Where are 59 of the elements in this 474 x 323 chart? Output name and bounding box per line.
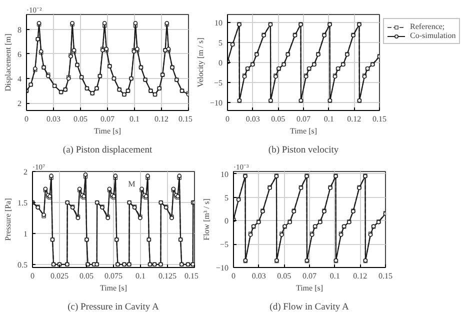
x-tick-label: 0.1 bbox=[324, 114, 334, 124]
y-tick-label: 5 bbox=[218, 38, 222, 48]
y-tick-label: 0 bbox=[224, 216, 228, 226]
y-tick-label: −5 bbox=[220, 240, 229, 250]
y-tick-label: 0.5 bbox=[18, 260, 28, 270]
y-tick-label: −5 bbox=[214, 78, 223, 88]
x-tick-label: 0 bbox=[232, 272, 236, 280]
legend-label: Co-simulation bbox=[410, 31, 456, 40]
y-axis-title: Flow [m³ / s] bbox=[202, 198, 211, 240]
y-tick-label: 0 bbox=[218, 58, 222, 68]
x-axis-title: Time [s] bbox=[94, 126, 122, 136]
x-tick-label: 0.05 bbox=[277, 272, 292, 280]
x-tick-label: 0.1 bbox=[136, 272, 146, 280]
x-tick-label: 0 bbox=[30, 272, 34, 280]
x-tick-label: 0.125 bbox=[158, 272, 176, 280]
x-tick-label: 0.03 bbox=[46, 114, 60, 124]
y-tick-label: 1 bbox=[24, 229, 28, 238]
x-tick-label: 0.12 bbox=[154, 114, 168, 124]
y-tick-label: 10 bbox=[220, 170, 228, 179]
x-tick-label: 0.05 bbox=[271, 114, 286, 124]
x-axis-title: Time [s] bbox=[100, 284, 128, 292]
y-tick-label: 4 bbox=[18, 74, 22, 84]
y-tick-label: −10 bbox=[210, 98, 223, 108]
y-axis-title: Velocity [m / s] bbox=[196, 37, 205, 88]
text: (c) Pressure in Cavity A bbox=[68, 302, 160, 312]
y-axis-title: Pressure [Pa] bbox=[4, 198, 12, 241]
text: (a) Piston displacement bbox=[62, 146, 152, 156]
x-tick-label: 0.12 bbox=[347, 114, 362, 124]
y-tick-label: 8 bbox=[18, 25, 22, 34]
y-axis-title: Displacement [m] bbox=[4, 33, 12, 92]
x-tick-label: 0.07 bbox=[296, 114, 310, 124]
x-axis-title: Time [s] bbox=[296, 284, 324, 292]
x-tick-label: 0.07 bbox=[302, 272, 316, 280]
legend-label: Reference; bbox=[410, 22, 445, 31]
x-tick-label: 0.07 bbox=[100, 114, 114, 124]
x-tick-label: 0.1 bbox=[130, 114, 140, 124]
text: (d) Flow in Cavity A bbox=[270, 302, 349, 312]
x-tick-label: 0.03 bbox=[252, 272, 266, 280]
x-tick-label: 0.15 bbox=[184, 272, 198, 280]
y-tick-label: 2 bbox=[18, 99, 22, 108]
y-tick-label: 6 bbox=[18, 50, 22, 59]
x-axis-title: Time [s] bbox=[290, 126, 318, 136]
x-tick-label: 0.075 bbox=[104, 272, 122, 280]
x-tick-label: 0.05 bbox=[80, 272, 94, 280]
x-tick-label: 0.03 bbox=[246, 114, 260, 124]
x-tick-label: 0.05 bbox=[74, 114, 88, 124]
x-tick-label: 0.025 bbox=[50, 272, 68, 280]
x-tick-label: 0.1 bbox=[330, 272, 340, 280]
y-tick-label: 10 bbox=[214, 18, 222, 28]
annotation: M bbox=[128, 179, 136, 188]
text: (b) Piston velocity bbox=[268, 146, 339, 156]
x-tick-label: 0.12 bbox=[353, 272, 368, 280]
x-tick-label: 0.15 bbox=[372, 114, 386, 124]
y-tick-label: −10 bbox=[216, 264, 229, 272]
x-tick-label: 0.15 bbox=[178, 114, 192, 124]
x-tick-label: 0.15 bbox=[378, 272, 392, 280]
y-tick-label: 1.5 bbox=[18, 198, 28, 208]
y-tick-label: 2 bbox=[24, 168, 28, 176]
y-tick-label: 5 bbox=[224, 193, 228, 202]
